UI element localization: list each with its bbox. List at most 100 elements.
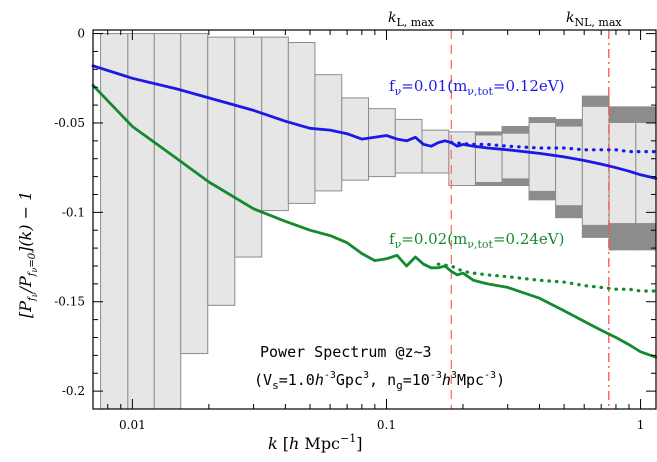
y-tick-label-2: -0.1 <box>62 205 85 219</box>
axis-tick-group: 0 -0.05 -0.1 -0.15 -0.2 0.01 0.1 1 <box>54 27 656 432</box>
ylabel-sub2: f <box>27 270 38 277</box>
error-box-3 <box>180 33 209 355</box>
error-band-bottom-14 <box>475 181 503 186</box>
error-band-top-17 <box>555 119 583 127</box>
ylabel-close: ]( <box>16 240 35 254</box>
label1-mass: =0.12eV) <box>493 77 565 95</box>
label1-f: f <box>389 77 396 95</box>
annot2-h2: h <box>442 371 451 389</box>
knl-max-label: kNL, max <box>566 10 622 29</box>
error-box-2 <box>153 33 182 410</box>
error-band-top-19 <box>609 106 636 123</box>
error-box-11 <box>394 118 423 174</box>
ylabel-sub2c: =0 <box>27 252 38 267</box>
error-box-13 <box>448 131 476 187</box>
error-box-12 <box>421 129 450 174</box>
y-axis-title: [Pfν/Pfν=0](k) − 1 <box>16 191 39 318</box>
annot2-d: , n <box>369 371 396 389</box>
xlabel-close: ] <box>356 434 362 453</box>
kl-max-k: k <box>388 10 396 26</box>
annot2-a: (V <box>254 371 272 389</box>
error-band-top-20 <box>635 106 656 123</box>
ylabel-tail: ) − 1 <box>16 191 35 232</box>
series-label-fnu-001: fν=0.01(mν,tot=0.12eV) <box>389 77 564 98</box>
error-band-bottom-15 <box>502 178 530 186</box>
label2-nutot: ν,tot <box>467 238 493 251</box>
vertical-marker-group <box>450 30 610 409</box>
annotation-line-1: Power Spectrum @z~3 <box>260 343 432 361</box>
kl-max-label: kL, max <box>388 10 435 29</box>
y-tick-label-0: 0 <box>77 27 85 41</box>
label2-f: f <box>389 230 396 248</box>
annot2-e4: 3 <box>451 370 457 381</box>
xlabel-h: h <box>289 434 299 453</box>
annot2-h1: h <box>315 371 324 389</box>
ylabel-sub1b: ν <box>30 292 39 297</box>
ylabel-open: [P <box>16 301 35 318</box>
error-box-group <box>100 33 657 410</box>
series-line-1 <box>449 141 657 154</box>
annotation-line-2: (Vs=1.0h-3Gpc3, ng=10-3h3Mpc-3) <box>254 370 505 392</box>
y-tick-label-3: -0.15 <box>54 295 85 309</box>
ylabel-k: k <box>16 231 35 241</box>
error-box-18 <box>581 95 610 238</box>
ylabel-sub2b: ν <box>30 268 39 273</box>
error-band-top-15 <box>502 126 530 134</box>
error-box-5 <box>234 36 263 258</box>
ylabel-slash: /P <box>16 276 35 294</box>
error-band-bottom-20 <box>635 223 656 250</box>
annot2-b: =1.0 <box>279 371 315 389</box>
error-box-6 <box>261 36 289 212</box>
label2-nu: ν <box>395 238 402 251</box>
series-label-fnu-002: fν=0.02(mν,tot=0.24eV) <box>389 230 564 251</box>
y-tick-label-1: -0.05 <box>54 116 85 130</box>
annot2-e2: 3 <box>363 370 369 381</box>
annot2-e5: -3 <box>484 370 496 381</box>
label1-nutot: ν,tot <box>467 85 493 98</box>
x-axis-title: k [h Mpc−1] <box>268 432 362 453</box>
xlabel-unit: Mpc <box>299 434 340 453</box>
label1-nu: ν <box>395 85 402 98</box>
annot2-f: Mpc <box>457 371 484 389</box>
annot2-g: g <box>396 379 403 392</box>
knl-max-sub: NL, max <box>574 16 622 29</box>
kl-max-sub: L, max <box>396 16 434 29</box>
error-band-top-14 <box>475 131 503 136</box>
error-band-bottom-18 <box>582 224 610 238</box>
knl-max-k: k <box>566 10 574 26</box>
error-band-top-16 <box>529 117 556 123</box>
error-box-17 <box>555 118 583 219</box>
ylabel-sub1: f <box>27 295 38 302</box>
x-tick-label-1: 0.1 <box>377 418 396 432</box>
label2-eq: =0.02(m <box>401 230 467 248</box>
y-tick-label-4: -0.2 <box>62 384 85 398</box>
label2-mass: =0.24eV) <box>493 230 565 248</box>
xlabel-exp: −1 <box>340 432 356 445</box>
error-box-0 <box>100 33 129 410</box>
annot2-e3: -3 <box>430 370 442 381</box>
xlabel-open: [ <box>278 434 289 453</box>
annot2-g2: ) <box>496 371 505 389</box>
label1-eq: =0.01(m <box>401 77 467 95</box>
series-line-0 <box>91 64 657 180</box>
x-tick-label-0: 0.01 <box>119 418 146 432</box>
series-line-2 <box>91 84 657 359</box>
annot2-c: Gpc <box>336 371 363 389</box>
annot2-e: =10 <box>403 371 430 389</box>
error-box-1 <box>127 33 155 410</box>
series-line-group <box>91 64 657 359</box>
error-band-bottom-16 <box>529 190 556 200</box>
annot2-e1: -3 <box>324 370 336 381</box>
error-band-bottom-17 <box>555 205 583 218</box>
error-box-14 <box>474 131 503 187</box>
error-band-bottom-19 <box>609 223 636 250</box>
x-tick-label-2: 1 <box>637 418 645 432</box>
error-box-4 <box>207 36 236 306</box>
error-box-10 <box>368 108 396 178</box>
xlabel-k: k <box>268 434 278 453</box>
error-box-16 <box>528 117 557 201</box>
error-box-15 <box>501 126 530 187</box>
annot2-s: s <box>272 379 279 392</box>
error-band-top-18 <box>582 96 610 107</box>
